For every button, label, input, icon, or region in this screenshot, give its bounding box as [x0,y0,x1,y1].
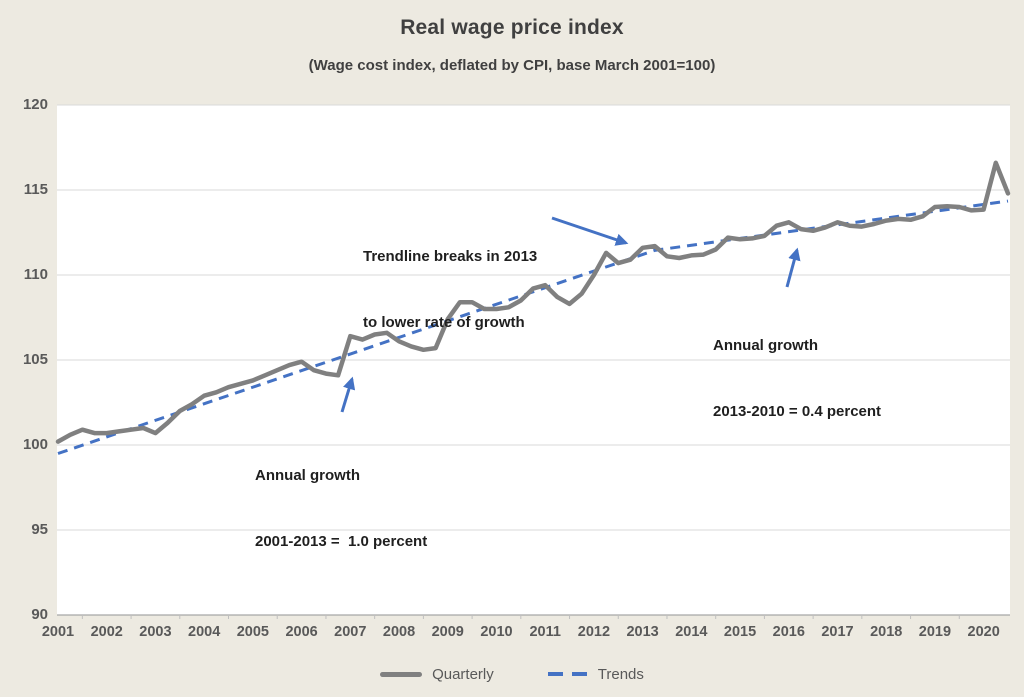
x-axis-tick-label: 2006 [285,624,318,640]
legend-item-quarterly: Quarterly [380,666,494,683]
annotation-annual-growth-2001-2013: Annual growth 2001-2013 = 1.0 percent [255,421,427,597]
annotation-line: 2013-2010 = 0.4 percent [713,403,882,420]
x-axis-line [57,614,1010,619]
x-axis-tick-label: 2002 [90,624,123,640]
trends-series-line [57,199,1009,455]
quarterly-line-sample-icon [380,671,423,677]
x-axis-tick-label: 2020 [967,624,1000,640]
x-axis-tick-label: 2012 [577,624,611,640]
trends-line-sample-icon [547,672,588,676]
annotation-line: Annual growth [713,337,818,354]
x-axis-tick-label: 2004 [188,624,221,640]
annotation-annual-growth-after-2013: Annual growth 2013-2010 = 0.4 percent [713,291,881,467]
y-axis-tick-label: 90 [31,606,48,623]
y-axis-tick-label: 100 [22,436,48,453]
legend-label-quarterly: Quarterly [432,665,494,683]
x-axis-tick-label: 2001 [41,624,75,640]
annotation-line: to lower rate of growth [363,314,525,331]
annotation-arrow-icon [785,247,801,288]
legend-label-trends: Trends [597,665,644,683]
gridlines [57,104,1010,531]
annotation-line: Trendline breaks in 2013 [363,248,538,265]
y-axis-tick-label: 105 [22,351,48,368]
legend-item-trends: Trends [547,665,644,683]
x-axis-tick-label: 2010 [480,624,513,640]
legend: Quarterly Trends [0,660,1024,688]
y-axis-tick-label: 110 [23,266,48,283]
x-axis-tick-label: 2015 [723,624,757,640]
annotation-arrow-icon [551,216,629,246]
chart-subtitle: (Wage cost index, deflated by CPI, base … [308,57,716,74]
annotation-line: Annual growth [255,467,360,484]
x-axis-tick-label: 2008 [382,624,416,640]
x-axis-tick-label: 2007 [334,624,367,640]
annotation-arrows [340,216,801,413]
annotation-line: 2001-2013 = 1.0 percent [255,533,428,550]
x-axis-tick-label: 2003 [139,624,172,640]
y-axis-tick-label: 95 [31,521,48,538]
y-axis-tick-label: 115 [23,181,48,198]
x-axis-tick-label: 2013 [626,624,659,640]
x-axis-tick-label: 2016 [772,624,805,640]
x-axis-tick-label: 2018 [870,624,903,640]
x-axis-tick-label: 2014 [675,624,708,640]
x-axis-tick-label: 2005 [236,624,269,640]
x-axis-tick-label: 2017 [821,624,854,640]
x-axis-tick-label: 2009 [431,624,464,640]
chart-title: Real wage price index [400,16,624,39]
x-axis-tick-label: 2011 [529,624,561,640]
y-axis-tick-label: 120 [22,96,48,113]
annotation-arrow-icon [340,376,356,413]
quarterly-series-line [55,160,1011,444]
x-axis-tick-label: 2019 [918,624,952,640]
annotation-trendline-breaks: Trendline breaks in 2013 to lower rate o… [363,202,537,378]
